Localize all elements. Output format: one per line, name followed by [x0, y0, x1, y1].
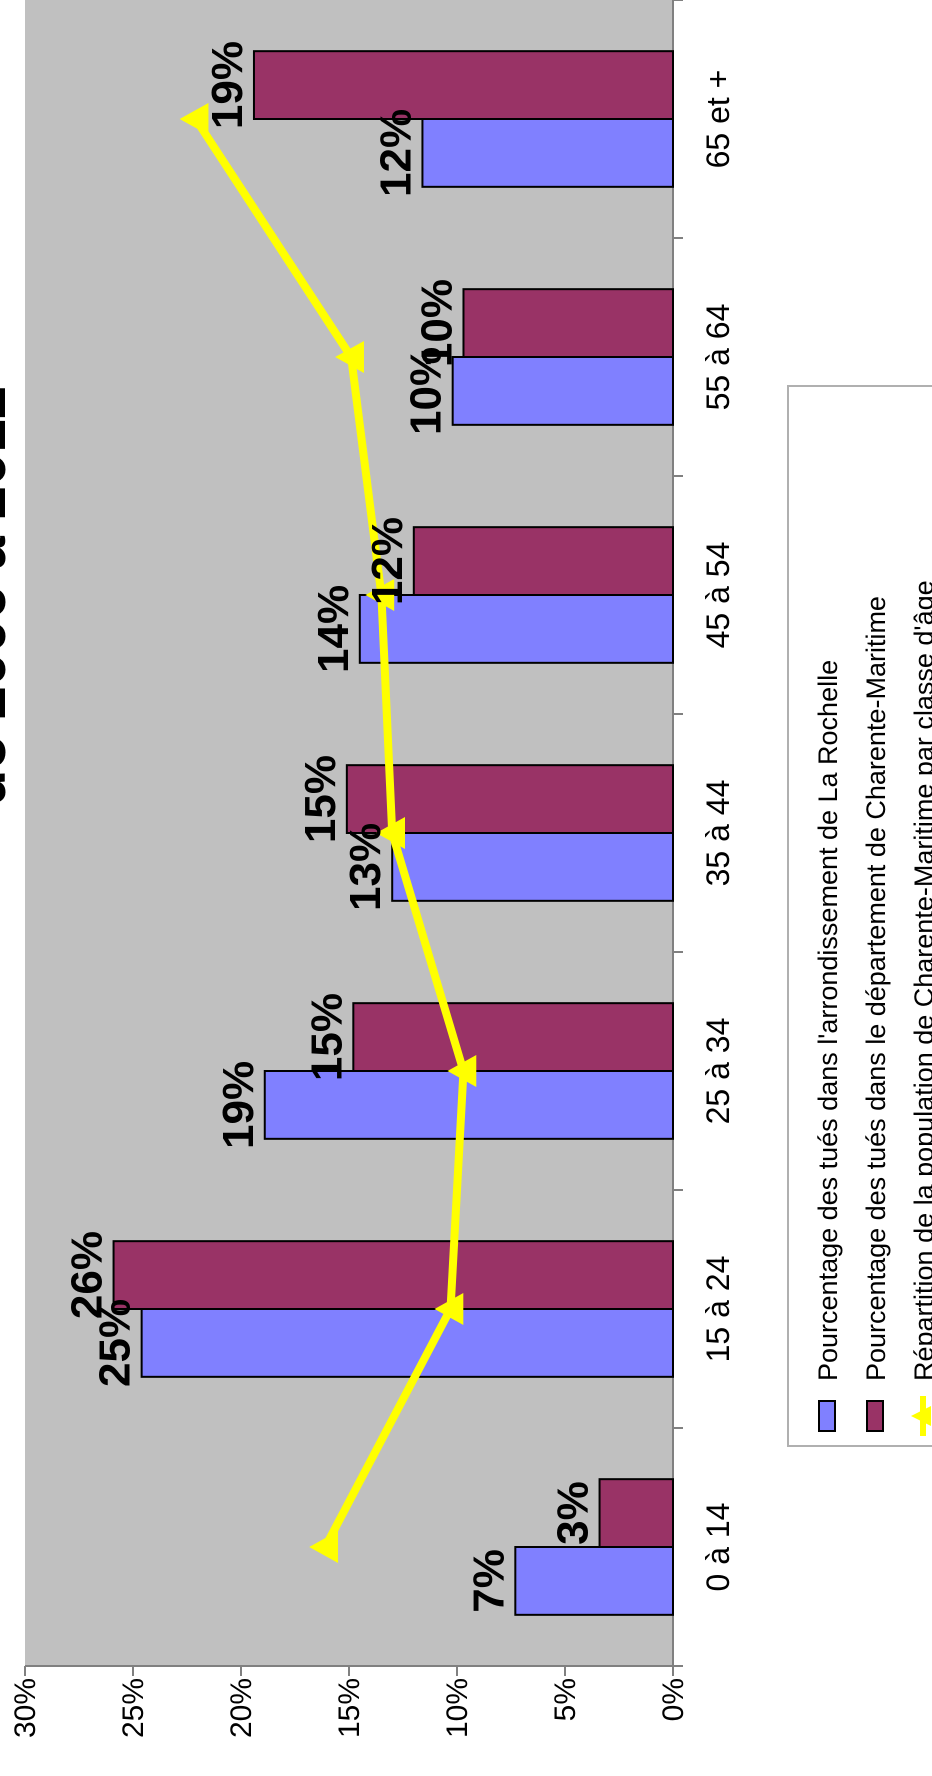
bar-value-label: 13%	[341, 823, 390, 911]
x-category-label: 55 à 64	[700, 304, 736, 411]
bar-series-1	[421, 117, 674, 188]
bar-value-label: 10%	[402, 347, 451, 435]
bar-value-label: 3%	[549, 1481, 598, 1545]
bar-series-2	[412, 526, 674, 596]
bar-value-label: 25%	[91, 1299, 140, 1387]
y-tick-label: 20%	[225, 1678, 258, 1738]
legend-swatch	[818, 1400, 836, 1432]
legend: Pourcentage des tués dans l'arrondisseme…	[787, 385, 932, 1447]
y-tick-label: 0%	[657, 1678, 690, 1721]
bar-series-2	[352, 1002, 674, 1072]
bar-series-1	[391, 832, 674, 902]
legend-label: Pourcentage des tués dans l'arrondisseme…	[813, 660, 843, 1381]
bar-series-1	[140, 1307, 674, 1378]
bar-value-label: 19%	[203, 41, 252, 129]
y-tick-label: 25%	[117, 1678, 150, 1738]
x-category-label: 45 à 54	[700, 542, 736, 649]
bar-value-label: 12%	[371, 109, 420, 197]
population-marker	[335, 341, 364, 373]
bar-series-1	[514, 1546, 674, 1616]
population-marker	[447, 1055, 477, 1087]
bar-value-label: 12%	[363, 517, 412, 605]
bar-series-2	[462, 288, 675, 358]
legend-swatch	[866, 1400, 884, 1432]
bar-value-label: 19%	[214, 1061, 263, 1149]
legend-label: Pourcentage des tués dans le département…	[861, 596, 891, 1381]
y-tick-label: 10%	[441, 1678, 474, 1738]
bar-series-2	[112, 1240, 674, 1310]
x-category-label: 0 à 14	[700, 1503, 736, 1592]
chart-title: de 2006 à 2012	[0, 386, 18, 806]
x-category-label: 25 à 34	[700, 1018, 736, 1125]
population-marker	[434, 1293, 464, 1325]
bar-value-label: 15%	[296, 755, 345, 843]
population-marker	[179, 103, 209, 135]
legend-label: Répartition de la population de Charente…	[909, 580, 932, 1381]
legend-marker	[911, 1406, 931, 1426]
population-marker	[365, 579, 395, 611]
y-tick-label: 30%	[9, 1678, 42, 1738]
population-marker	[309, 1531, 339, 1563]
bar-series-1	[451, 355, 674, 426]
bar-series-2	[252, 50, 675, 120]
population-marker	[376, 817, 405, 849]
legend-box	[787, 385, 932, 1447]
y-tick-label: 15%	[333, 1678, 366, 1738]
bar-series-2	[598, 1478, 674, 1548]
bar-value-label: 15%	[302, 993, 351, 1081]
bar-value-label: 7%	[464, 1549, 513, 1613]
x-category-label: 15 à 24	[700, 1256, 736, 1363]
y-tick-label: 5%	[549, 1678, 582, 1721]
x-category-label: 35 à 44	[700, 780, 736, 887]
bar-value-label: 14%	[309, 585, 358, 673]
bar-value-label: 10%	[412, 279, 461, 367]
bar-series-2	[345, 764, 674, 834]
x-category-label: 65 et +	[700, 70, 736, 169]
bar-value-label: 26%	[63, 1231, 112, 1319]
